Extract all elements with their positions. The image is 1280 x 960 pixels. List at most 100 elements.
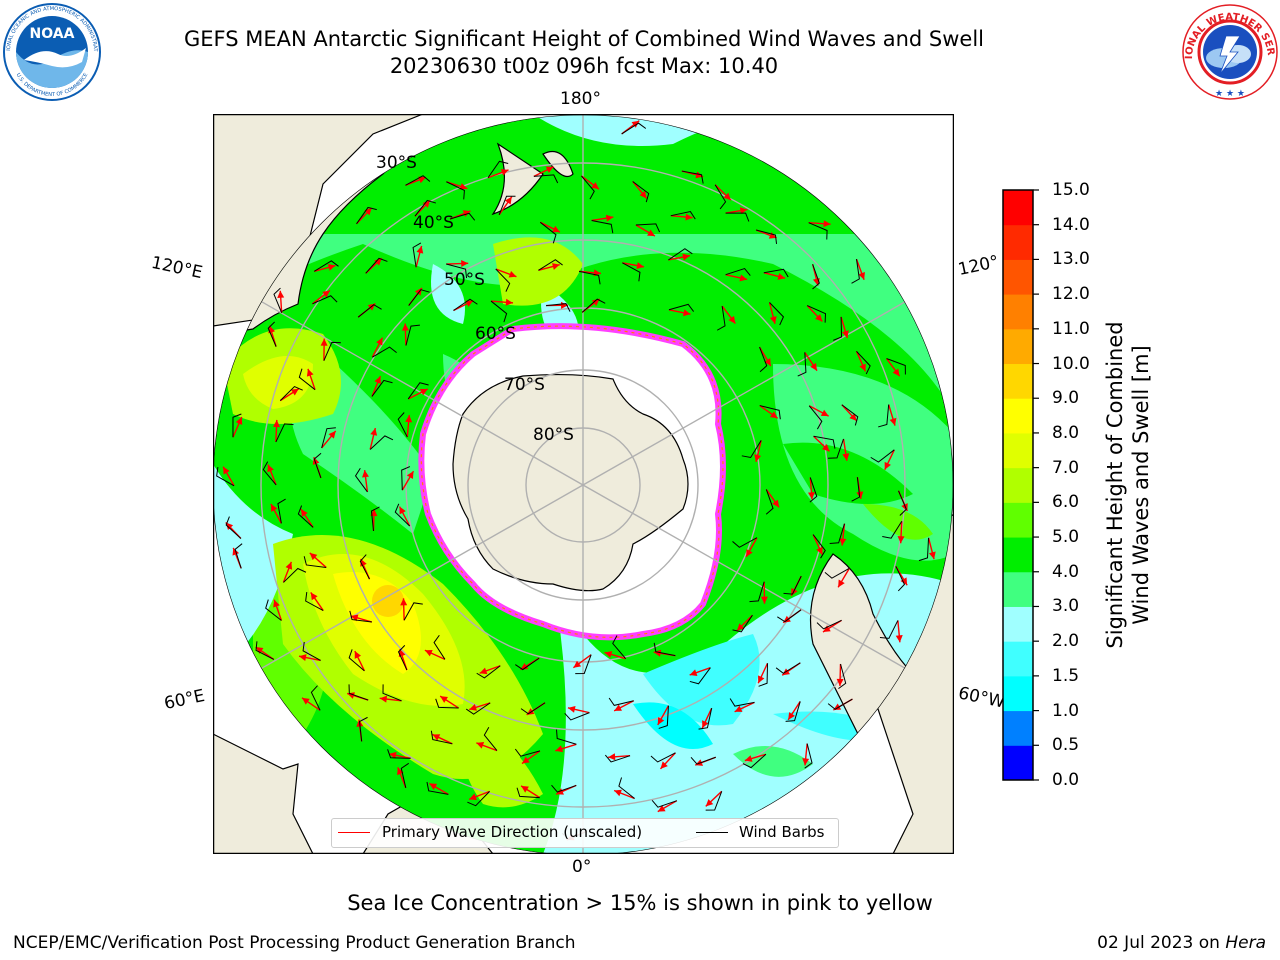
wind-barb [827,698,853,710]
colorbar-tick-label: 0.0 [1052,770,1080,790]
wind-barb [449,212,476,221]
colorbar-segment [1003,363,1033,399]
wave-arrow-head [769,411,778,419]
wave-arrow-head [422,200,431,208]
wave-arrow-head [350,614,359,622]
wave-arrow-head [736,623,745,631]
wave-arrow-head [682,309,691,317]
wind-barb [775,662,801,674]
wave-arrow-head [399,506,406,515]
wave-arrow-head [374,258,382,266]
wind-barb [758,663,769,687]
wind-barb [651,800,678,808]
wave-arrow-head [429,783,438,790]
wave-arrow-head [653,649,662,657]
wave-arrow-head [859,363,866,372]
wave-arrow-head [300,509,308,517]
wave-arrow-head [839,538,847,546]
wind-barb [759,346,768,373]
wind-barb [807,305,827,323]
wave-arrow-head [897,536,905,544]
wave-arrow-head [235,417,243,425]
wave-arrow-head [521,756,530,764]
colorbar-segment [1003,467,1033,503]
colorbar-tick-label: 11.0 [1052,318,1090,339]
wind-barb [725,267,751,276]
wave-arrow-head [520,662,529,670]
wind-barb [765,489,774,515]
wave-arrow-head [842,330,849,338]
wind-barb [370,506,380,532]
wave-arrow-head [689,669,698,676]
wind-barb [851,259,860,284]
wind-barb [581,175,595,200]
wave-arrow-head [788,712,795,720]
wave-arrow-head [604,651,613,658]
wind-barb-legend-label: Wind Barbs [739,823,825,841]
wave-arrow-head [760,596,768,604]
wind-barb [273,287,283,313]
wave-arrow-head [479,667,488,675]
meridian-label-60w: 60°W [956,683,1007,713]
wind-barb [369,435,394,450]
wind-barb [879,620,899,639]
wind-barb [405,175,431,186]
graticule [213,115,953,854]
wave-arrow-head [723,192,731,201]
wind-barb [267,321,277,347]
wind-barb [403,602,423,621]
wave-arrow-head [746,549,753,557]
wave-arrow-head [802,758,810,766]
lat-label-40s: 40°S [413,213,454,233]
wind-barb [777,609,802,623]
wind-barb [783,575,802,595]
wind-barb [514,748,541,757]
wave-arrow-head [223,466,230,475]
wind-barb [797,352,807,377]
wind-barb [359,716,368,742]
wind-barb [742,753,767,769]
wind-barb [575,654,592,675]
wind-barb [622,262,641,282]
wind-barb [564,712,590,721]
wind-barb [763,268,789,278]
wave-arrow-head [777,273,786,280]
wave-arrow-head [364,207,372,216]
wave-arrow-head [270,504,278,512]
wind-barb [405,324,420,346]
wave-arrow-head [849,413,857,421]
wave-arrow-head [833,703,842,711]
wave-arrow-head [309,552,318,561]
wind-barb [265,599,282,621]
noaa-logo-text: NOAA [30,26,75,42]
wave-arrow-head [660,761,668,769]
wind-barb [827,438,845,459]
colorbar-tick-label: 1.5 [1052,665,1080,686]
colorbar-segment [1003,432,1033,469]
wind-barb [856,350,871,375]
wave-arrow-head [836,678,844,686]
wind-barb [841,404,859,426]
wind-barb [729,698,755,707]
wave-arrow-head [328,430,336,439]
colorbar [1002,189,1039,781]
wind-barb [516,787,540,799]
wave-arrow-head [370,428,378,436]
colorbar-tick-label: 0.5 [1052,735,1080,756]
meridian-label-120e: 120°E [149,252,205,284]
wave-arrow-head [273,599,280,608]
wind-barb [498,195,516,215]
wave-arrow-head [505,298,513,306]
wave-arrow-head [758,675,765,684]
wind-barb [539,221,557,244]
wind-barb [262,461,277,486]
wind-barb [829,523,845,544]
wind-barb [275,423,294,443]
wind-barb [918,537,930,562]
wave-arrow-head [608,753,616,761]
wave-arrow-head [769,316,777,324]
wind-barb [824,567,850,579]
wave-arrow-head [657,717,665,725]
wave-arrow-head [306,368,314,377]
wind-barb [349,610,372,623]
